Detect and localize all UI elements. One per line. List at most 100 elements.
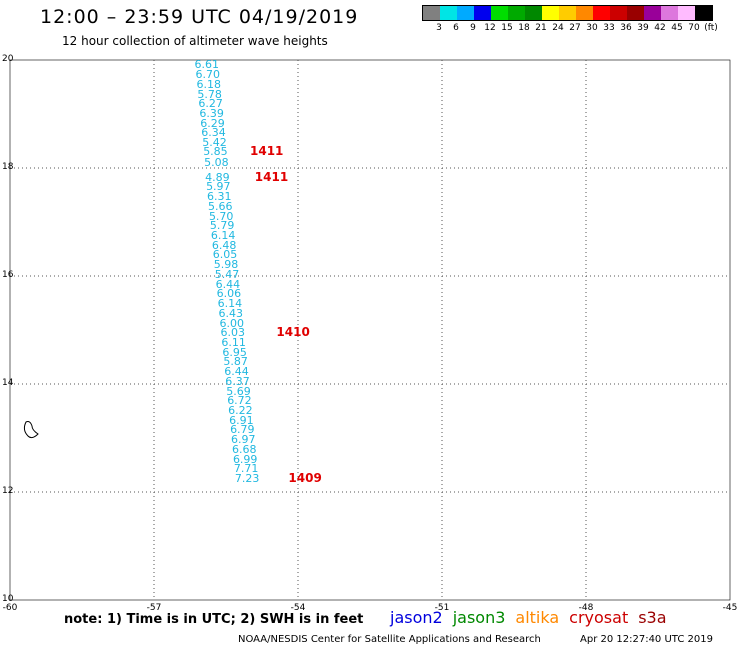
pass-time-label: 1409 <box>288 471 322 486</box>
legend-label: 30 <box>586 23 598 33</box>
wave-height-reading: 5.66 <box>207 199 233 213</box>
legend-label: 36 <box>620 23 632 33</box>
wave-height-reading: 6.14 <box>210 229 236 243</box>
wave-height-reading: 6.27 <box>198 97 223 111</box>
pass-time-label: 1411 <box>250 143 284 158</box>
wave-height-reading: 6.95 <box>222 345 247 359</box>
wave-height-reading: 6.06 <box>216 287 242 301</box>
legend-swatch <box>695 6 712 20</box>
wave-height-reading: 6.00 <box>219 316 245 330</box>
legend-label: 3 <box>436 23 442 33</box>
longitude-tick-label: -51 <box>434 603 450 613</box>
legend-swatch <box>644 6 661 20</box>
wave-height-reading: 6.22 <box>228 404 253 417</box>
credit-line: NOAA/NESDIS Center for Satellite Applica… <box>238 634 541 645</box>
legend-swatch <box>593 6 610 20</box>
wave-height-reading: 5.97 <box>206 180 231 194</box>
map-plot <box>9 59 731 601</box>
satellite-name: altika <box>515 608 560 627</box>
island-outline <box>23 421 39 439</box>
wave-height-reading: 6.05 <box>212 248 238 262</box>
legend-label: 6 <box>453 23 459 33</box>
wave-height-reading: 6.34 <box>201 126 226 140</box>
satellite-name: s3a <box>638 608 667 627</box>
legend-swatches <box>422 5 713 21</box>
wave-height-reading: 6.99 <box>232 452 258 466</box>
plot-frame <box>9 59 731 601</box>
legend-swatch <box>576 6 593 20</box>
pass-time-label: 1410 <box>276 325 310 340</box>
pass-time-label: 1411 <box>254 169 289 184</box>
wave-height-reading: 6.39 <box>199 107 224 120</box>
legend-swatch <box>661 6 678 20</box>
legend-swatch <box>610 6 627 20</box>
wave-height-reading: 6.68 <box>231 442 257 456</box>
legend-swatch <box>508 6 525 20</box>
latitude-tick-label: 18 <box>2 162 14 172</box>
legend-label: 9 <box>470 23 476 33</box>
longitude-tick-label: -45 <box>722 603 738 613</box>
wave-height-legend: 3 6 9 12 15 18 21 24 27 30 33 36 39 42 45 70 (ft) <box>422 5 718 37</box>
wave-height-reading: 6.44 <box>215 277 241 291</box>
wave-height-reading: 6.91 <box>229 413 254 427</box>
legend-swatch <box>627 6 644 20</box>
satellite-name: jason2 <box>390 608 443 627</box>
legend-label: 70 <box>688 23 700 33</box>
legend-label: 45 <box>671 23 683 33</box>
wave-height-reading: 6.97 <box>231 433 256 447</box>
legend-swatch <box>423 6 440 20</box>
map-svg <box>9 59 731 601</box>
legend-swatch <box>457 6 474 20</box>
longitude-tick-label: -57 <box>146 603 162 613</box>
wave-height-reading: 7.23 <box>234 472 260 486</box>
wave-height-reading: 6.14 <box>217 297 243 311</box>
legend-label: 12 <box>484 23 496 33</box>
wave-height-reading: 5.79 <box>209 219 235 233</box>
legend-swatch <box>559 6 576 20</box>
latitude-tick-label: 20 <box>2 54 14 64</box>
wave-height-reading: 5.70 <box>208 209 234 223</box>
wave-height-reading: 5.78 <box>197 87 222 101</box>
legend-label: 18 <box>518 23 530 33</box>
wave-height-reading: 5.69 <box>226 384 251 398</box>
legend-swatch <box>491 6 508 20</box>
latitude-tick-label: 10 <box>2 594 14 604</box>
latitude-tick-label: 12 <box>2 486 14 496</box>
wave-height-reading: 6.11 <box>221 335 246 349</box>
wave-height-reading: 6.37 <box>225 374 250 388</box>
wave-height-reading: 6.03 <box>220 326 245 340</box>
wave-height-reading: 6.29 <box>200 116 225 130</box>
wave-height-reading: 6.48 <box>211 238 237 252</box>
map-subtitle: 12 hour collection of altimeter wave hei… <box>62 34 328 48</box>
wave-height-reading: 5.87 <box>223 355 248 369</box>
legend-label: 15 <box>501 23 513 33</box>
wave-height-reading: 5.98 <box>213 258 239 272</box>
wave-height-reading: 5.47 <box>214 267 240 281</box>
legend-label: 24 <box>552 23 564 33</box>
legend-swatch <box>678 6 695 20</box>
wave-height-reading: 5.08 <box>204 155 229 169</box>
wave-height-reading: 4.89 <box>205 170 230 184</box>
legend-label: 21 <box>535 23 547 33</box>
wave-height-reading: 6.43 <box>218 306 244 320</box>
satellite-name: jason3 <box>452 608 506 627</box>
longitude-tick-label: -54 <box>290 603 306 613</box>
longitude-tick-label: -60 <box>2 603 18 613</box>
legend-swatch <box>525 6 542 20</box>
wave-height-reading: 6.70 <box>195 68 221 82</box>
generated-timestamp: Apr 20 12:27:40 UTC 2019 <box>580 634 713 645</box>
legend-swatch <box>474 6 491 20</box>
legend-label: 33 <box>603 23 615 33</box>
wave-height-reading: 5.85 <box>203 144 228 158</box>
legend-label: 42 <box>654 23 666 33</box>
wave-height-reading: 6.44 <box>224 365 249 379</box>
wave-height-reading: 7.71 <box>233 462 259 476</box>
latitude-tick-label: 16 <box>2 270 14 280</box>
satellite-legend: jason2 jason3 altika cryosat s3a <box>390 608 677 627</box>
wave-height-reading: 6.61 <box>194 58 220 72</box>
legend-label: (ft) <box>704 23 718 33</box>
longitude-tick-label: -48 <box>578 603 594 613</box>
legend-labels: 3 6 9 12 15 18 21 24 27 30 33 36 39 42 45 70 (ft) <box>422 23 718 37</box>
legend-label: 39 <box>637 23 649 33</box>
legend-swatch <box>440 6 457 20</box>
